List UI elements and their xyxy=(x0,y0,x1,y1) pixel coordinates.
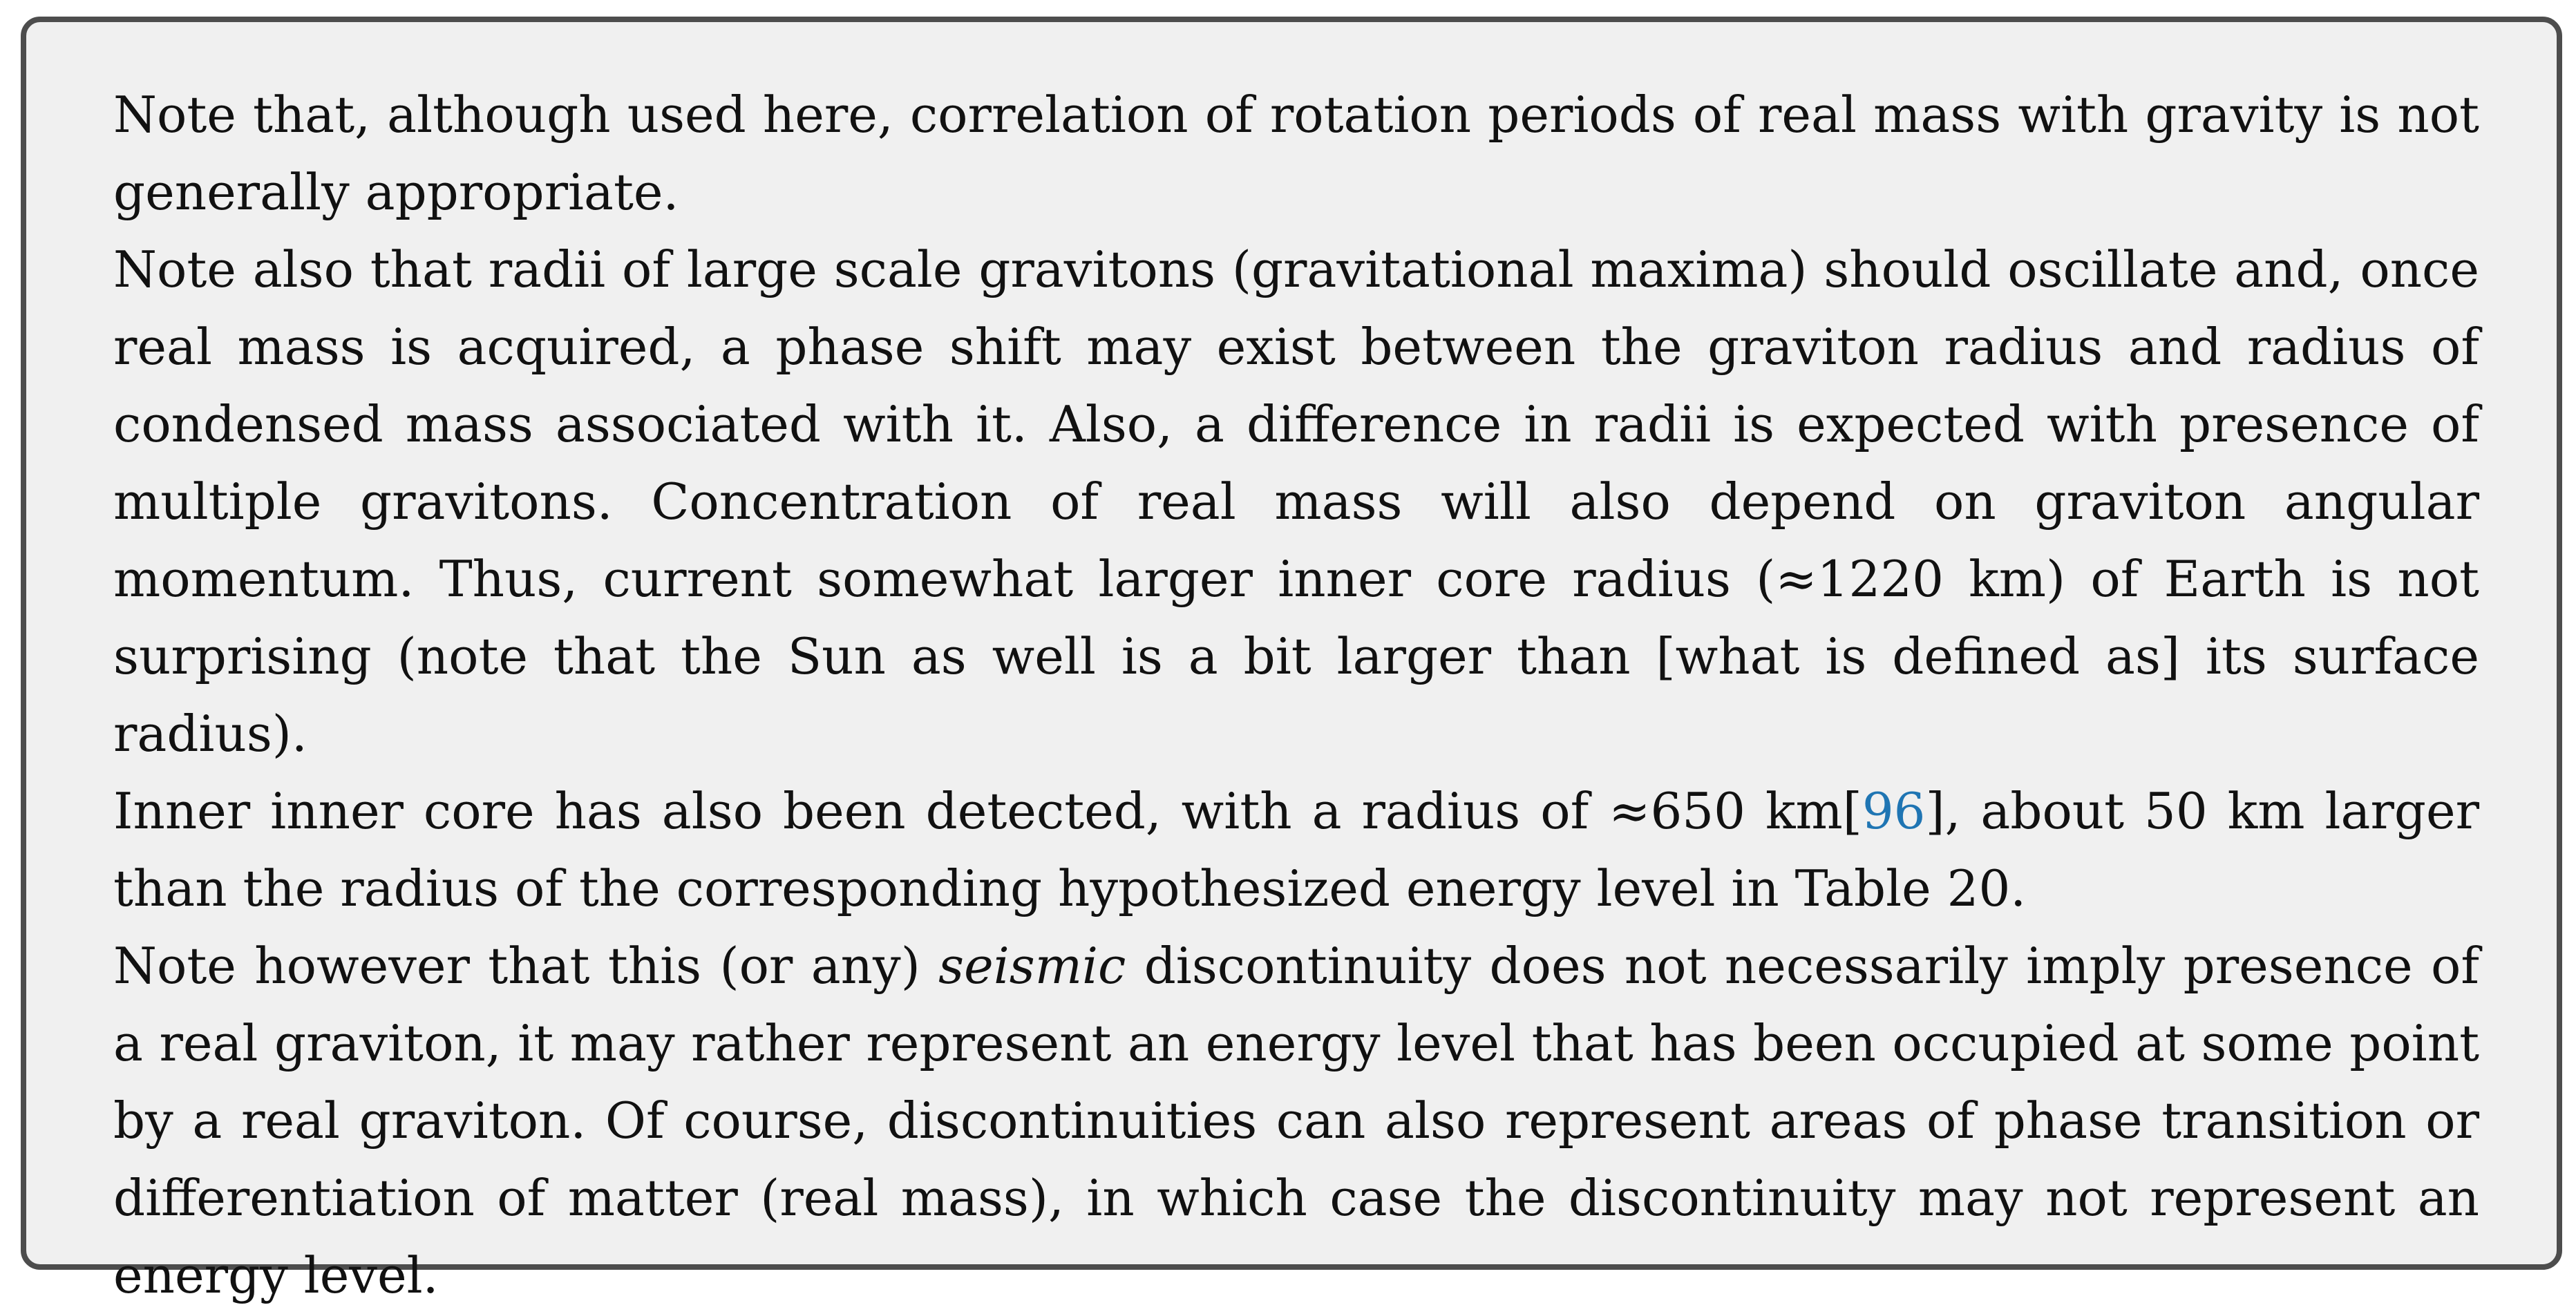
citation-link[interactable]: 96 xyxy=(1862,782,1926,840)
paragraph-rotation-periods: Note that, although used here, correlati… xyxy=(113,86,2479,221)
paragraph-graviton-radii: Note also that radii of large scale grav… xyxy=(113,240,2479,763)
seismic-text-before: Note however that this (or any) xyxy=(113,937,939,995)
paragraph-seismic-discontinuity: Note however that this (or any) seismic … xyxy=(113,927,2479,1314)
note-text: Note that, although used here, correlati… xyxy=(113,76,2479,1314)
seismic-emphasis: seismic xyxy=(938,937,1126,995)
paragraph-inner-inner-core: Inner inner core has also been detected,… xyxy=(113,772,2479,927)
note-box: Note that, although used here, correlati… xyxy=(21,17,2562,1304)
inner-core-text-after: ], about 50 km larger than the radius of… xyxy=(113,782,2479,917)
seismic-text-after: discontinuity does not necessarily imply… xyxy=(113,937,2479,1304)
inner-core-text-before: Inner inner core has also been detected,… xyxy=(113,782,1862,840)
